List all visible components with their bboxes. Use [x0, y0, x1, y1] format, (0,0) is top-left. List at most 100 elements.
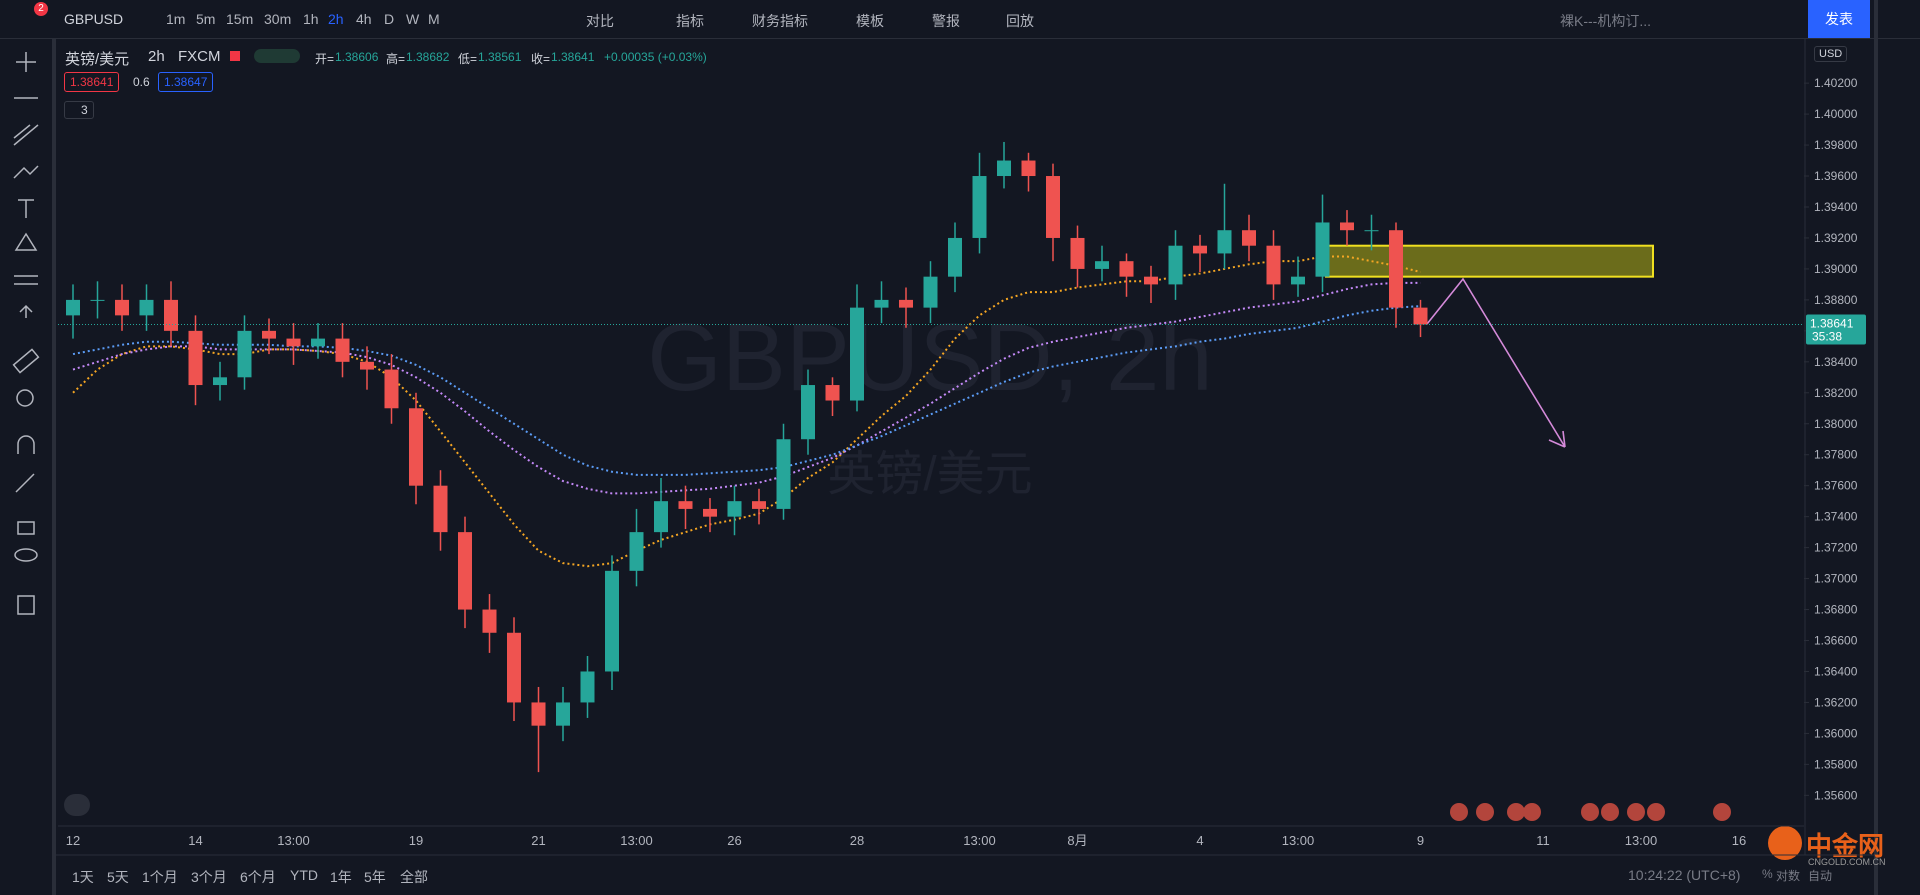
x-tick-label: 28 [850, 833, 864, 848]
logo-site: CNGOLD.COM.CN [1808, 857, 1886, 867]
y-tick-label: 1.38800 [1814, 293, 1858, 307]
x-tick-label: 8月 [1067, 833, 1087, 848]
x-tick-label: 19 [409, 833, 423, 848]
candle-body [482, 609, 497, 633]
top-toolbar [0, 0, 1920, 39]
candle-body [1340, 222, 1354, 231]
template[interactable]: 裸K---机构订... [1560, 13, 1651, 29]
candle-body [1095, 261, 1109, 269]
range-button[interactable]: YTD [290, 867, 318, 883]
range-button[interactable]: 全部 [400, 869, 428, 885]
range-button[interactable]: 5天 [107, 869, 129, 885]
candle-body [997, 160, 1011, 177]
candle-body [850, 307, 864, 401]
y-tick-label: 1.36200 [1814, 695, 1858, 709]
y-tick-label: 1.39200 [1814, 231, 1858, 245]
interval[interactable]: W [406, 11, 420, 27]
candle-body [1266, 245, 1281, 285]
currency[interactable]: USD [1814, 46, 1848, 62]
candle-body [139, 299, 154, 316]
candle-body [286, 338, 301, 347]
ask[interactable]: 1.38647 [158, 72, 214, 92]
chart: GBPUSD, 2h 英镑/美元 1.356001.358001.360001.… [12, 39, 1874, 856]
low-value: 1.38561 [478, 50, 522, 64]
range-button[interactable]: 1天 [72, 869, 94, 885]
range-button[interactable]: 1年 [330, 869, 352, 885]
interval[interactable]: 2h [328, 11, 344, 27]
candle-body [1315, 222, 1330, 277]
toolbar-button[interactable]: 回放 [1006, 13, 1034, 29]
y-tick-label: 1.37400 [1814, 510, 1858, 524]
interval[interactable]: 5m [196, 11, 216, 27]
candle-body [531, 702, 546, 726]
indicators-toggle[interactable]: 3 [64, 101, 94, 119]
interval[interactable]: D [384, 11, 395, 27]
toolbar-button[interactable]: 财务指标 [752, 13, 808, 29]
log[interactable]: 对数 [1776, 869, 1801, 883]
clock: 10:24:22 (UTC+8) [1628, 867, 1741, 883]
candle-body [507, 632, 521, 703]
x-tick-label: 13:00 [620, 833, 653, 848]
interval[interactable]: 30m [264, 11, 292, 27]
publish-button[interactable]: 发表 [1808, 0, 1870, 38]
close-label: 收= [531, 52, 551, 66]
x-tick-label: 13:00 [1625, 833, 1658, 848]
notification-badge[interactable]: 2 [34, 2, 48, 16]
candle-body [703, 508, 717, 517]
event-markers [1450, 803, 1731, 821]
candle-body [825, 385, 840, 401]
candle-body [335, 338, 350, 362]
last-price-badge [1806, 314, 1866, 345]
bid[interactable]: 1.38641 [64, 72, 120, 92]
interval[interactable]: 15m [226, 11, 254, 27]
y-tick-label: 1.35800 [1814, 757, 1858, 771]
candle-body [66, 299, 80, 316]
left-toolbar [0, 38, 56, 895]
toolbar-button[interactable]: 警报 [932, 13, 960, 29]
y-tick-label: 1.38000 [1814, 417, 1858, 431]
zone-box [1325, 244, 1654, 278]
x-tick-label: 11 [1536, 833, 1550, 848]
close-value: 1.38641 [551, 50, 595, 64]
interval[interactable]: 4h [356, 11, 372, 27]
candle-body [433, 485, 448, 533]
flag [230, 51, 240, 61]
last-price-label: 1.38641 [1810, 317, 1854, 331]
toolbar-button[interactable]: 指标 [676, 13, 704, 29]
range-button[interactable]: 5年 [364, 869, 386, 885]
percent[interactable]: % [1762, 867, 1773, 881]
symbol[interactable]: GBPUSD [64, 11, 124, 27]
candle-body [727, 501, 742, 517]
toolbar-button[interactable]: 对比 [586, 13, 614, 29]
candle-body [1193, 245, 1207, 254]
x-tick-label: 13:00 [277, 833, 310, 848]
candle-body [629, 532, 644, 571]
candle-body [311, 338, 325, 347]
watermark-sub: 英镑/美元 [827, 448, 1032, 501]
x-tick-label: 13:00 [963, 833, 996, 848]
range-button[interactable]: 1个月 [142, 869, 178, 885]
x-tick-label: 21 [531, 833, 545, 848]
candle-body [1217, 230, 1232, 254]
candle-body [1389, 230, 1403, 308]
interval[interactable]: 1h [303, 11, 319, 27]
toolbar-button[interactable]: 模板 [856, 13, 884, 29]
y-tick-label: 1.40200 [1814, 76, 1858, 90]
candle-body [1291, 276, 1305, 285]
y-tick-label: 1.39400 [1814, 200, 1858, 214]
y-tick-label: 1.35600 [1814, 788, 1858, 802]
interval[interactable]: M [428, 11, 440, 27]
interval[interactable]: 1m [166, 11, 186, 27]
range-button[interactable]: 6个月 [240, 869, 276, 885]
candle-body [237, 330, 252, 378]
auto[interactable]: 自动 [1808, 869, 1833, 883]
range-button[interactable]: 3个月 [191, 869, 227, 885]
y-tick-label: 1.37600 [1814, 479, 1858, 493]
candle-body [874, 299, 889, 308]
high-label: 高= [386, 52, 406, 66]
y-tick-label: 1.39800 [1814, 138, 1858, 152]
candle-body [899, 299, 913, 308]
candle-body [360, 361, 374, 370]
y-tick-label: 1.38200 [1814, 386, 1858, 400]
